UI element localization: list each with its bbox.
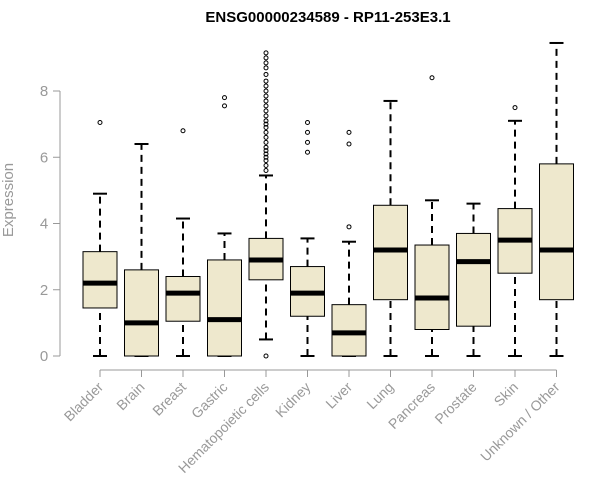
outlier-point	[263, 144, 269, 150]
outlier-point	[263, 134, 269, 140]
outlier-point	[512, 105, 518, 111]
box-kidney	[290, 119, 325, 357]
x-tick-label: Breast	[149, 379, 189, 419]
outlier-point	[263, 118, 269, 124]
outlier-point	[263, 121, 269, 127]
outlier-point	[263, 139, 269, 145]
outlier-point	[263, 154, 269, 160]
box-body	[207, 259, 242, 357]
box-body	[124, 269, 159, 357]
outlier-point	[263, 163, 269, 169]
box-lung	[373, 99, 408, 357]
y-tick-label: 6	[40, 149, 48, 166]
box-bladder	[82, 119, 118, 357]
outlier-point	[263, 151, 269, 157]
outlier-point	[263, 148, 269, 154]
box-body	[539, 163, 574, 301]
x-tick-label: Brain	[113, 379, 147, 413]
outlier-point	[263, 83, 269, 89]
x-tick-label: Liver	[322, 379, 355, 412]
outlier-point	[263, 158, 269, 164]
y-axis-label: Expression	[0, 163, 17, 237]
outlier-point	[263, 93, 269, 99]
outlier-point	[263, 60, 269, 66]
outlier-point	[263, 353, 269, 359]
outlier-point	[346, 141, 352, 147]
box-pancreas	[414, 75, 450, 357]
box-brain	[124, 143, 159, 357]
box-gastric	[207, 95, 242, 357]
y-axis: 0 2 4 6 8	[40, 83, 61, 365]
outlier-point	[263, 55, 269, 61]
outlier-point	[263, 129, 269, 135]
outlier-point	[305, 119, 310, 125]
x-tick-label: Skin	[491, 379, 522, 410]
chart-title: ENSG00000234589 - RP11-253E3.1	[205, 9, 450, 26]
box-liver	[331, 129, 367, 357]
x-tick-label: Bladder	[61, 379, 107, 425]
x-tick-label: Kidney	[272, 379, 314, 421]
outlier-point	[263, 65, 269, 71]
box-body	[414, 244, 450, 330]
outlier-point	[346, 224, 352, 230]
outlier-point	[263, 108, 269, 114]
y-tick-label: 8	[40, 83, 48, 100]
outlier-point	[263, 50, 269, 56]
outlier-point	[429, 75, 435, 81]
outlier-point	[263, 78, 269, 84]
x-tick-label: Unknown / Other	[477, 379, 563, 465]
x-tick-label: Prostate	[431, 379, 479, 427]
outlier-point	[263, 113, 269, 119]
outlier-point	[263, 103, 269, 109]
outlier-point	[305, 139, 310, 145]
outlier-point	[263, 124, 269, 130]
y-tick-label: 2	[40, 282, 48, 299]
boxes-group	[82, 41, 574, 359]
outlier-point	[263, 168, 269, 173]
outlier-point	[263, 98, 269, 104]
outlier-point	[305, 149, 310, 155]
box-hematopoietic-cells	[248, 50, 284, 359]
outlier-point	[97, 119, 103, 125]
outlier-point	[346, 129, 352, 135]
box-breast	[165, 128, 201, 357]
box-body	[165, 276, 201, 322]
box-prostate	[456, 202, 491, 357]
box-skin	[497, 105, 533, 357]
outlier-point	[263, 71, 269, 77]
box-unknown-other	[539, 41, 574, 357]
y-tick-label: 0	[40, 348, 48, 365]
outlier-point	[180, 128, 186, 134]
outlier-point	[222, 95, 227, 101]
outlier-point	[263, 88, 269, 94]
outlier-point	[305, 129, 310, 135]
x-tick-label: Lung	[363, 379, 396, 412]
outlier-point	[222, 103, 227, 109]
box-body	[456, 232, 491, 327]
box-body	[82, 251, 118, 309]
y-tick-label: 4	[40, 216, 48, 233]
